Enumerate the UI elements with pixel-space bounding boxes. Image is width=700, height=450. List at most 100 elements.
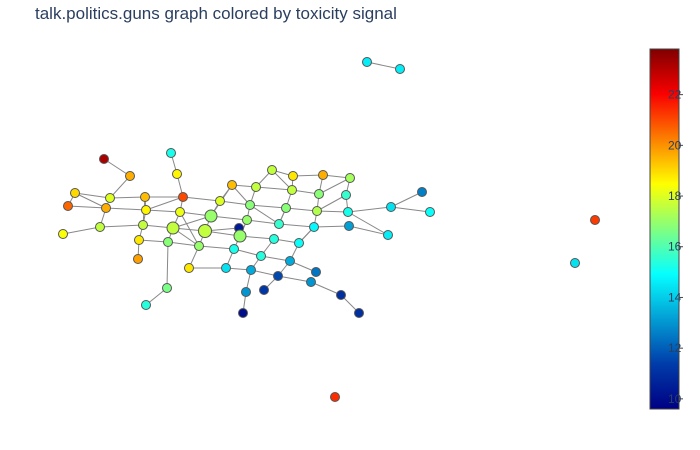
graph-edge [167, 241, 200, 247]
graph-node[interactable] [274, 219, 284, 229]
graph-node[interactable] [163, 237, 173, 247]
graph-edge [172, 215, 212, 229]
graph-node[interactable] [241, 287, 251, 297]
graph-node[interactable] [198, 224, 212, 238]
graph-edge [219, 200, 251, 206]
graph-edge [390, 191, 423, 208]
graph-edge [347, 211, 389, 236]
graph-node[interactable] [227, 180, 237, 190]
colorbar-tick-label: 14 [668, 290, 682, 304]
colorbar: 10 12 14 16 18 20 22 [649, 48, 683, 410]
graph-edge [105, 207, 147, 211]
graph-node[interactable] [590, 215, 600, 225]
graph-edge [292, 174, 324, 177]
graph-node[interactable] [314, 189, 324, 199]
graph-node[interactable] [140, 192, 150, 202]
graph-node[interactable] [194, 241, 204, 251]
graph-node[interactable] [233, 229, 247, 243]
graph-node[interactable] [172, 169, 182, 179]
graph-edge [145, 196, 184, 211]
graph-node[interactable] [251, 182, 261, 192]
graph-node[interactable] [58, 229, 68, 239]
graph-node[interactable] [259, 285, 269, 295]
graph-node[interactable] [178, 192, 188, 202]
graph-node[interactable] [221, 263, 231, 273]
graph-node[interactable] [246, 265, 256, 275]
graph-node[interactable] [70, 188, 80, 198]
graph-node[interactable] [362, 57, 372, 67]
graph-node[interactable] [294, 238, 304, 248]
graph-edge [249, 204, 287, 209]
graph-node[interactable] [425, 207, 435, 217]
graph-edge [179, 211, 200, 247]
graph-node[interactable] [95, 222, 105, 232]
colorbar-tick-label: 22 [668, 88, 682, 102]
graph-edge [348, 225, 389, 236]
graph-edge [278, 223, 315, 228]
graph-node[interactable] [256, 251, 266, 261]
graph-edge [103, 158, 131, 177]
graph-edge [285, 207, 318, 212]
graph-node[interactable] [383, 230, 393, 240]
chart-title: talk.politics.guns graph colored by toxi… [35, 4, 397, 23]
graph-node[interactable] [204, 209, 218, 223]
graph-node[interactable] [341, 190, 351, 200]
graph-node[interactable] [281, 203, 291, 213]
graph-node[interactable] [175, 207, 185, 217]
colorbar-tick-label: 16 [668, 240, 682, 254]
graph-edge [145, 209, 181, 213]
graph-node[interactable] [184, 263, 194, 273]
graph-node[interactable] [162, 283, 172, 293]
graph-node[interactable] [99, 154, 109, 164]
graph-node[interactable] [311, 267, 321, 277]
graph-edge [390, 206, 431, 213]
graph-node[interactable] [134, 235, 144, 245]
colorbar-ticks: 10 12 14 16 18 20 22 [668, 88, 683, 406]
graph-node[interactable] [133, 254, 143, 264]
graph-node[interactable] [345, 173, 355, 183]
graph-node[interactable] [288, 171, 298, 181]
graph-node[interactable] [63, 201, 73, 211]
graph-edge [255, 186, 293, 191]
graph-node[interactable] [417, 187, 427, 197]
graph-node[interactable] [386, 202, 396, 212]
graph-node[interactable] [245, 200, 255, 210]
graph-node[interactable] [242, 215, 252, 225]
graph-node[interactable] [344, 221, 354, 231]
graph-node[interactable] [166, 221, 180, 235]
graph-node[interactable] [125, 171, 135, 181]
graph-node[interactable] [312, 206, 322, 216]
graph-node[interactable] [285, 256, 295, 266]
colorbar-gradient [649, 48, 680, 410]
graph-node[interactable] [138, 220, 148, 230]
graph-node[interactable] [101, 203, 111, 213]
graph-node[interactable] [570, 258, 580, 268]
graph-node[interactable] [395, 64, 405, 74]
graph-node[interactable] [287, 185, 297, 195]
graph-node[interactable] [309, 222, 319, 232]
graph-node[interactable] [273, 271, 283, 281]
graph-edge [366, 61, 401, 70]
graph-node[interactable] [330, 392, 340, 402]
graph-node[interactable] [141, 205, 151, 215]
graph-node[interactable] [215, 196, 225, 206]
graph-node[interactable] [343, 207, 353, 217]
graph-edge [166, 241, 169, 289]
graph-node[interactable] [269, 234, 279, 244]
graph-node[interactable] [354, 308, 364, 318]
graph-node[interactable] [238, 308, 248, 318]
graph-edge [318, 177, 351, 195]
graph-node[interactable] [318, 170, 328, 180]
graph-node[interactable] [105, 193, 115, 203]
graph-node[interactable] [336, 290, 346, 300]
graph-edge [109, 196, 146, 199]
colorbar-tick-label: 12 [668, 341, 682, 355]
graph-node[interactable] [141, 300, 151, 310]
graph-edge [198, 245, 235, 250]
graph-node[interactable] [229, 244, 239, 254]
graph-node[interactable] [306, 277, 316, 287]
graph-node[interactable] [166, 148, 176, 158]
graph-node[interactable] [267, 165, 277, 175]
